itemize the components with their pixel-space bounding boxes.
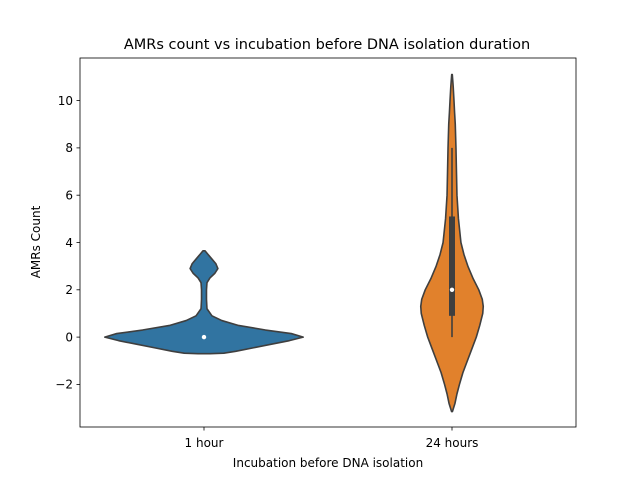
chart-title: AMRs count vs incubation before DNA isol… <box>124 37 530 53</box>
x-axis: 1 hour 24 hours <box>185 427 479 450</box>
y-axis-label: AMRs Count <box>29 205 43 278</box>
iqr-box-1 <box>449 216 455 316</box>
plot-area <box>104 73 485 413</box>
y-tick-label: 8 <box>65 141 73 155</box>
y-tick-label: 4 <box>65 236 73 250</box>
y-tick-label: −2 <box>55 378 73 392</box>
y-tick-label: 2 <box>65 283 73 297</box>
x-tick-label: 1 hour <box>185 436 224 450</box>
x-tick-label: 24 hours <box>426 436 479 450</box>
median-point-1 <box>449 287 455 293</box>
median-point-0 <box>201 334 207 340</box>
y-axis: −2 0 2 4 6 8 10 <box>55 94 80 392</box>
axes-frame <box>79 57 577 428</box>
y-tick-label: 10 <box>58 94 73 108</box>
violin-0 <box>104 249 304 355</box>
y-tick-label: 0 <box>65 330 73 344</box>
y-tick-label: 6 <box>65 188 73 202</box>
x-axis-label: Incubation before DNA isolation <box>233 456 423 470</box>
